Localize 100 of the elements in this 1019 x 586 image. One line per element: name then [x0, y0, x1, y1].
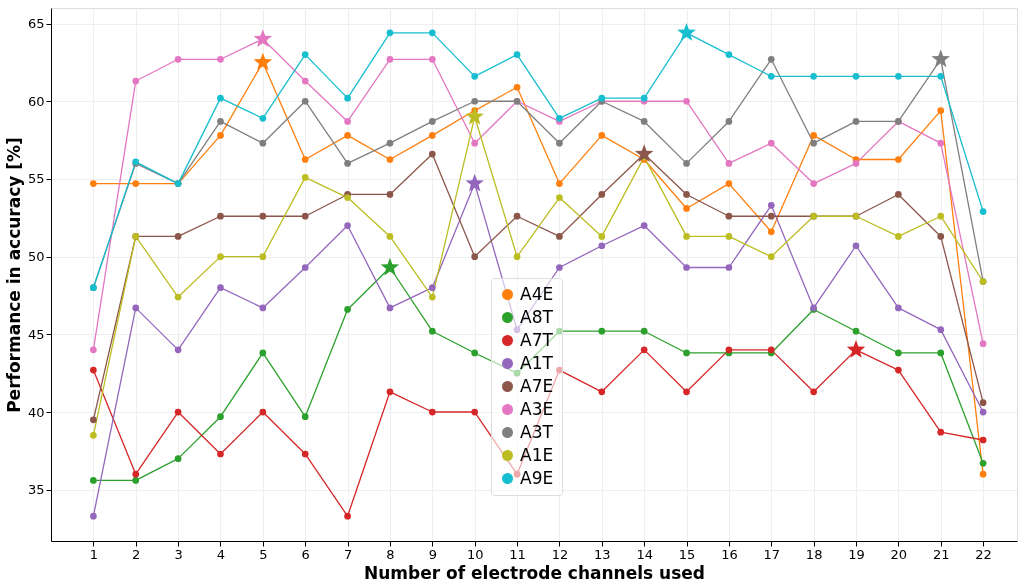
- point: [767, 55, 775, 63]
- x-tick-label: 22: [975, 546, 992, 562]
- x-tick-label: 6: [301, 546, 310, 562]
- point: [301, 156, 309, 163]
- point: [90, 431, 97, 439]
- point: [174, 346, 182, 354]
- point: [471, 408, 479, 416]
- point: [217, 253, 224, 260]
- legend-label: A3T: [520, 421, 554, 442]
- point: [556, 264, 563, 271]
- point: [217, 55, 224, 63]
- point: [937, 326, 945, 334]
- point: [301, 51, 309, 58]
- x-tick-label: 15: [678, 546, 696, 562]
- x-tick-label: 17: [763, 546, 781, 562]
- point: [979, 340, 987, 347]
- x-tick-label: 19: [848, 546, 865, 562]
- point: [767, 228, 775, 236]
- point: [344, 160, 351, 167]
- point: [895, 233, 902, 240]
- point: [513, 212, 521, 220]
- y-tick-label: 35: [27, 482, 45, 498]
- point: [471, 97, 479, 105]
- point: [301, 212, 309, 220]
- point: [767, 253, 775, 260]
- point: [852, 73, 860, 80]
- legend-label: A8T: [520, 306, 554, 327]
- point: [344, 132, 351, 139]
- point: [937, 212, 945, 220]
- point: [513, 51, 521, 58]
- x-axis-title: Number of electrode channels used: [364, 562, 705, 583]
- point: [90, 366, 97, 374]
- x-tick-label: 14: [636, 546, 653, 562]
- point: [90, 180, 97, 187]
- point: [259, 349, 267, 357]
- point: [386, 29, 394, 37]
- point: [301, 97, 309, 105]
- point: [979, 399, 987, 407]
- x-tick-label: 2: [132, 546, 141, 562]
- point: [767, 139, 775, 147]
- point: [513, 326, 521, 334]
- point: [174, 55, 182, 63]
- point: [513, 369, 521, 377]
- point: [344, 94, 351, 102]
- point: [895, 366, 902, 374]
- point: [556, 327, 563, 335]
- point: [556, 233, 563, 240]
- point: [683, 191, 690, 198]
- point: [428, 55, 436, 63]
- point: [937, 73, 945, 80]
- point: [810, 132, 817, 139]
- point: [428, 29, 436, 37]
- point: [90, 512, 97, 520]
- point: [937, 107, 945, 114]
- point: [301, 413, 309, 421]
- point: [471, 139, 479, 147]
- point: [683, 97, 690, 105]
- point: [725, 212, 733, 220]
- point: [725, 233, 733, 240]
- point: [428, 118, 436, 125]
- x-tick-label: 11: [509, 546, 526, 562]
- legend-label: A1T: [520, 352, 554, 373]
- y-tick-label: 65: [27, 16, 45, 32]
- point: [90, 346, 97, 354]
- x-tick-label: 8: [386, 546, 395, 562]
- point: [301, 450, 309, 458]
- point: [132, 304, 140, 312]
- point: [344, 512, 351, 520]
- x-tick-label: 16: [721, 546, 738, 562]
- point: [895, 73, 902, 80]
- y-tick-label: 45: [27, 326, 45, 342]
- point: [979, 459, 987, 467]
- point: [386, 156, 394, 163]
- point: [852, 160, 860, 167]
- legend-label: A1E: [520, 444, 554, 465]
- point: [217, 212, 224, 220]
- point: [217, 94, 224, 102]
- point: [217, 284, 224, 292]
- point: [174, 293, 182, 301]
- y-axis-title: Performance in accuracy [%]: [3, 137, 24, 413]
- point: [301, 77, 309, 85]
- y-tick-label: 40: [27, 404, 45, 420]
- point: [895, 304, 902, 312]
- point: [259, 139, 267, 147]
- point: [979, 408, 987, 416]
- point: [810, 388, 817, 396]
- point: [937, 139, 945, 147]
- point: [513, 83, 521, 91]
- x-tick-label: 20: [890, 546, 908, 562]
- point: [895, 349, 902, 357]
- x-tick-label: 18: [805, 546, 823, 562]
- point: [386, 139, 394, 147]
- point: [344, 118, 351, 125]
- x-tick-label: 12: [551, 546, 569, 562]
- point: [386, 233, 394, 240]
- point: [556, 139, 563, 147]
- point: [132, 470, 140, 478]
- legend-label: A7T: [520, 329, 554, 350]
- x-tick-label: 21: [932, 546, 950, 562]
- point: [937, 233, 945, 240]
